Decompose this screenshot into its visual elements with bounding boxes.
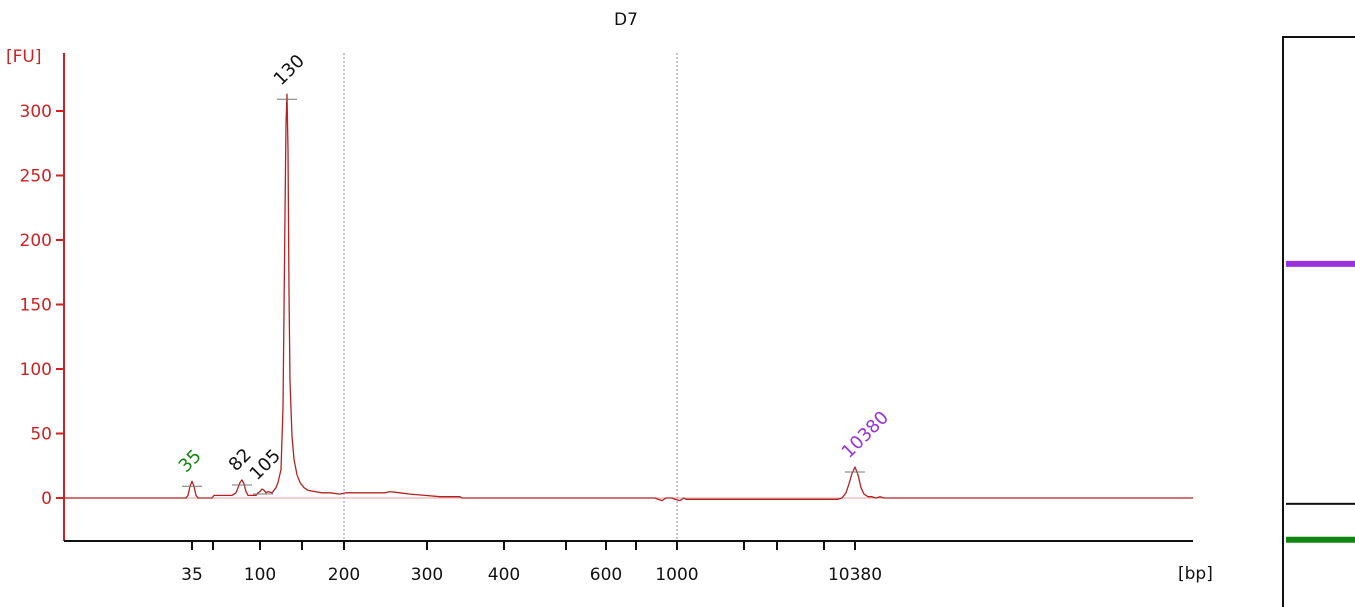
x-tick-label-10380: 10380: [828, 565, 882, 585]
x-tick-label-1000: 1000: [655, 565, 698, 585]
chart-title: D7: [614, 10, 638, 30]
x-tick-label-300: 300: [411, 565, 443, 585]
peak-label-35: 35: [175, 446, 206, 477]
gel-lane: [1282, 36, 1355, 607]
gel-band-lower-marker: [1286, 536, 1355, 543]
x-tick-label-100: 100: [244, 565, 276, 585]
y-tick-label-50: 50: [30, 425, 52, 445]
y-tick-label-100: 100: [20, 360, 52, 380]
x-axis-label: [bp]: [1178, 564, 1213, 584]
x-tick-label-35: 35: [181, 565, 203, 585]
peak-label-130: 130: [270, 51, 309, 90]
y-tick-label-300: 300: [20, 102, 52, 122]
trace-line-0: [64, 93, 1193, 502]
gel-band-upper-marker: [1286, 260, 1355, 267]
x-tick-label-600: 600: [590, 565, 622, 585]
y-tick-label-250: 250: [20, 167, 52, 187]
x-tick-label-200: 200: [328, 565, 360, 585]
y-tick-label-200: 200: [20, 231, 52, 251]
y-tick-label-150: 150: [20, 296, 52, 316]
y-axis-label: [FU]: [6, 47, 42, 67]
x-tick-label-400: 400: [488, 565, 520, 585]
gel-lane-frame: [1282, 36, 1355, 607]
gel-band-sample-band: [1286, 502, 1355, 505]
peak-label-10380: 10380: [838, 407, 893, 462]
y-tick-label-0: 0: [41, 489, 52, 509]
